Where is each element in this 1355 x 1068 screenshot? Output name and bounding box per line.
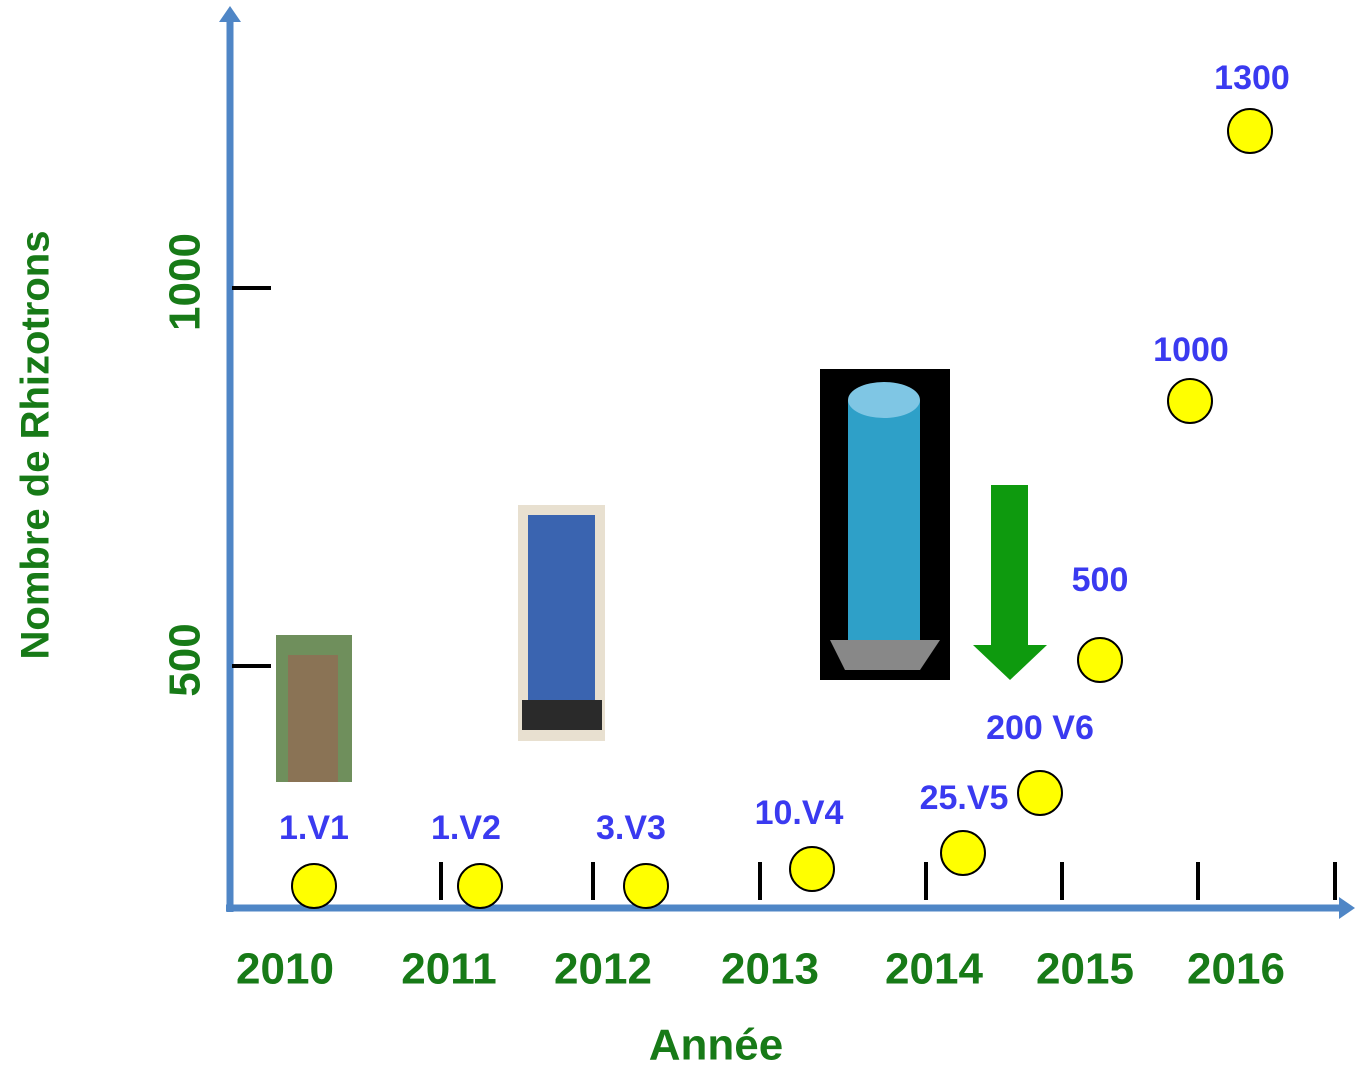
x-title: Année xyxy=(649,1021,783,1068)
y-label: 1000 xyxy=(161,233,210,331)
point-label: 1000 xyxy=(1153,331,1229,369)
x-label: 2012 xyxy=(554,945,652,994)
x-label: 2015 xyxy=(1036,945,1134,994)
y-title: Nombre de Rhizotrons xyxy=(14,231,58,660)
ticks xyxy=(232,286,1337,900)
point-label: 200 V6 xyxy=(986,709,1094,747)
x-label: 2016 xyxy=(1187,945,1285,994)
point-label: 25.V5 xyxy=(920,779,1009,817)
x-axis-arrow xyxy=(1339,897,1355,919)
photo-v3 xyxy=(518,505,605,741)
point-label: 3.V3 xyxy=(596,809,666,847)
x-label: 2014 xyxy=(885,945,983,994)
photo-v4 xyxy=(820,369,950,680)
y-label: 500 xyxy=(161,623,210,696)
points xyxy=(291,108,1273,909)
point-label: 1.V1 xyxy=(279,809,349,847)
point-label: 1300 xyxy=(1214,59,1290,97)
point-label: 10.V4 xyxy=(755,794,844,832)
point-label: 1.V2 xyxy=(431,809,501,847)
y-axis-arrow xyxy=(219,6,241,22)
x-label: 2011 xyxy=(401,945,496,994)
photo-v1 xyxy=(276,635,352,782)
x-label: 2010 xyxy=(236,945,334,994)
point-label: 500 xyxy=(1072,561,1129,599)
x-label: 2013 xyxy=(721,945,819,994)
down-arrow xyxy=(973,485,1047,680)
